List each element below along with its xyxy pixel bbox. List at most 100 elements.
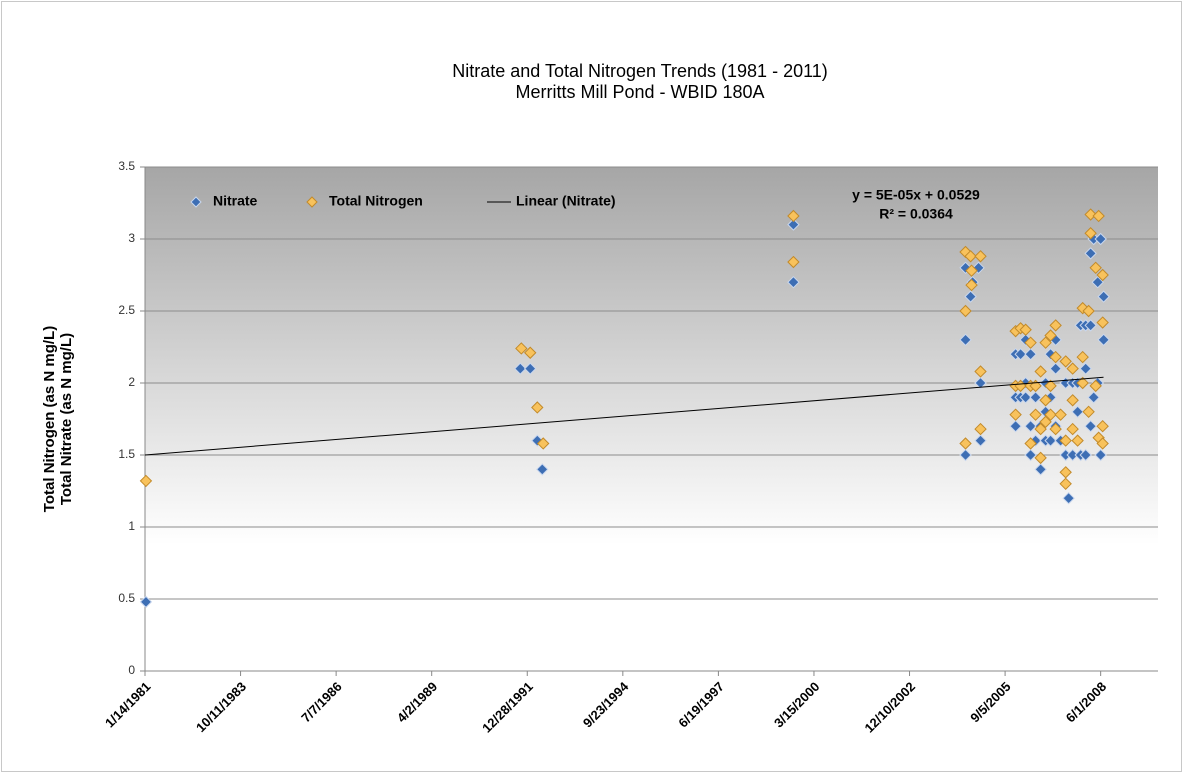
point: [1024, 336, 1037, 349]
y-tick-label: 2.5: [118, 303, 135, 317]
trend-line: [144, 376, 1104, 456]
point: [515, 342, 528, 355]
point: [964, 290, 977, 303]
point: [1062, 491, 1075, 505]
point: [1044, 434, 1057, 447]
point: [1066, 394, 1079, 407]
point: [1024, 419, 1037, 433]
legend-label: Nitrate: [213, 193, 258, 209]
point: [965, 278, 978, 292]
point: [964, 250, 977, 263]
plot-area: [145, 167, 1158, 671]
point: [1044, 379, 1057, 393]
point: [1019, 323, 1032, 336]
point: [1082, 405, 1095, 419]
point: [1082, 304, 1095, 318]
point: [1039, 415, 1052, 429]
y-tick-label: 1.5: [118, 447, 135, 461]
point: [1039, 394, 1052, 407]
point: [1066, 422, 1079, 436]
point: [1084, 419, 1097, 433]
point: [139, 474, 153, 488]
point: [1034, 451, 1047, 465]
point: [965, 264, 978, 277]
point: [787, 218, 800, 231]
point: [1091, 275, 1104, 289]
point: [1066, 362, 1079, 375]
point: [974, 365, 987, 378]
point: [1024, 448, 1037, 462]
point: [787, 209, 800, 223]
y-tick-label: 0.5: [118, 591, 135, 605]
point: [1014, 347, 1027, 361]
point: [959, 437, 972, 450]
point: [1084, 208, 1097, 221]
point: [1034, 463, 1047, 476]
point: [139, 595, 153, 609]
point: [1097, 333, 1110, 347]
point: [1097, 290, 1110, 303]
point: [524, 346, 537, 359]
point: [959, 448, 972, 462]
point: [1092, 209, 1105, 223]
point: [1009, 419, 1022, 433]
point: [514, 362, 527, 375]
point: [959, 304, 972, 318]
point: [1084, 227, 1097, 240]
point: [1071, 434, 1084, 447]
y-axis-label: Total Nitrate (as N mg/L): [58, 333, 75, 505]
point: [1049, 362, 1062, 375]
point: [1024, 347, 1037, 361]
point: [974, 422, 987, 436]
point: [1087, 391, 1100, 404]
point: [1094, 232, 1107, 246]
legend-label: Linear (Nitrate): [516, 193, 616, 209]
point: [1029, 391, 1042, 404]
trend-r2: R² = 0.0364: [879, 206, 953, 222]
point: [1044, 408, 1057, 421]
point: [537, 437, 550, 450]
y-tick-label: 0: [128, 663, 135, 677]
trend-equation: y = 5E-05x + 0.0529: [852, 187, 980, 203]
point: [1096, 268, 1109, 282]
point: [787, 255, 800, 269]
point: [1029, 408, 1042, 421]
point: [974, 434, 987, 447]
point: [1084, 247, 1097, 260]
point: [1096, 316, 1109, 329]
point: [524, 362, 537, 375]
point: [787, 275, 800, 289]
point: [1009, 408, 1022, 421]
point: [1071, 405, 1084, 419]
y-tick-label: 3: [128, 231, 135, 245]
point: [1079, 362, 1092, 375]
point: [1049, 319, 1062, 332]
point: [1034, 422, 1047, 436]
point: [974, 376, 987, 390]
legend-swatch: [306, 196, 318, 208]
point: [1024, 437, 1037, 450]
y-tick-label: 2: [128, 375, 135, 389]
point: [1019, 391, 1032, 404]
point: [1049, 350, 1062, 364]
point: [1089, 261, 1102, 275]
point: [1059, 477, 1072, 491]
point: [1054, 408, 1067, 421]
point: [1049, 422, 1062, 436]
point: [1059, 434, 1072, 447]
point: [1039, 336, 1052, 349]
y-axis-label: Total Nitrogen (as N mg/L): [41, 326, 58, 512]
legend-label: Total Nitrogen: [329, 193, 423, 209]
chart-title: Nitrate and Total Nitrogen Trends (1981 …: [452, 61, 828, 81]
point: [1096, 419, 1109, 433]
point: [1034, 365, 1047, 378]
point: [531, 434, 544, 447]
point: [1094, 448, 1107, 462]
point: [974, 250, 987, 263]
point: [1076, 376, 1089, 390]
point: [531, 401, 544, 414]
point: [1059, 355, 1072, 368]
point: [536, 463, 549, 476]
point: [1096, 437, 1109, 450]
point: [1089, 379, 1102, 393]
